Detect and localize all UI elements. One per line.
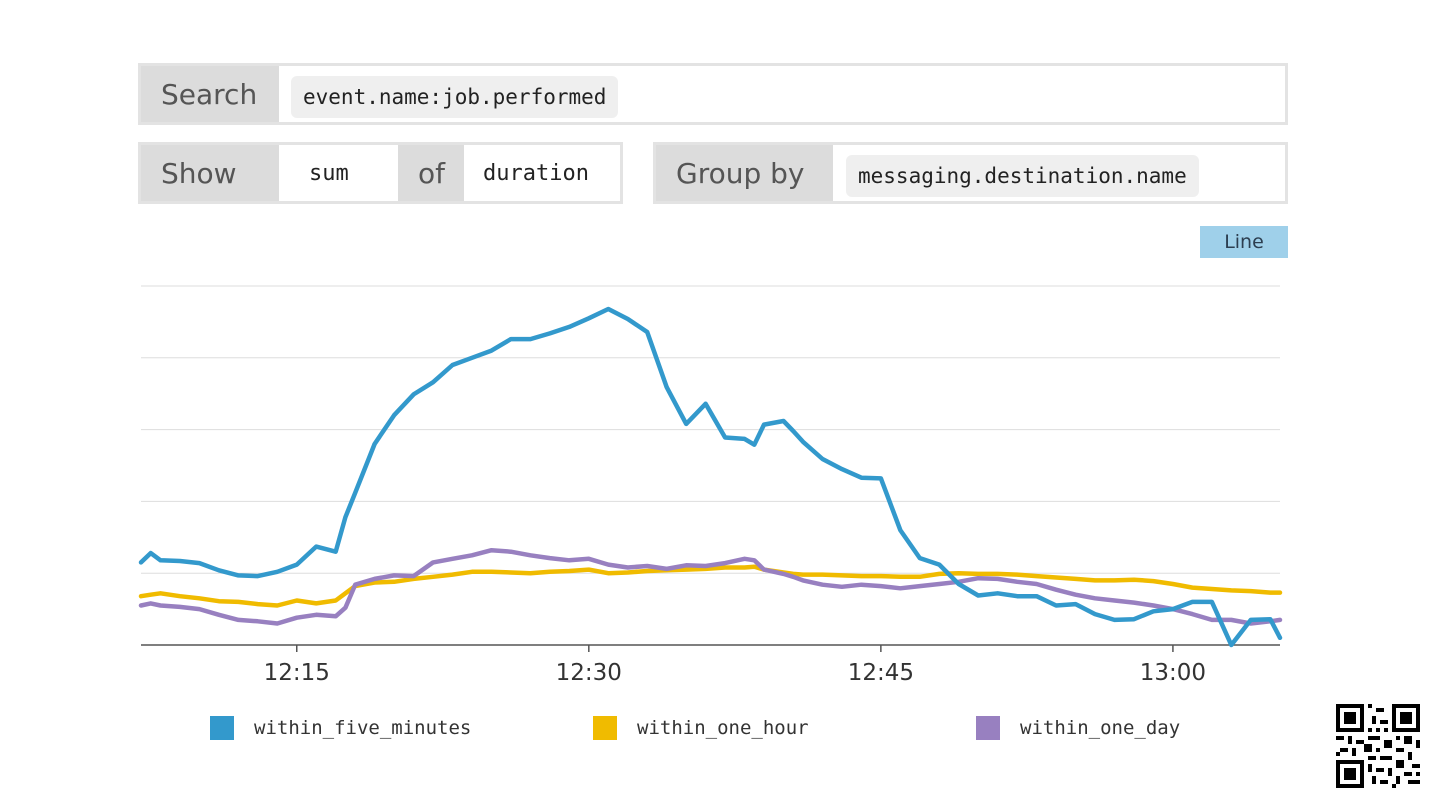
group-by-bar[interactable]: Group by messaging.destination.name: [653, 142, 1288, 204]
x-axis: 12:15 12:30 12:45 13:00: [141, 644, 1280, 686]
x-tick-label: 12:45: [848, 660, 914, 686]
aggregation-select[interactable]: sum: [309, 160, 349, 186]
legend-item-within-one-hour[interactable]: within_one_hour: [593, 716, 809, 740]
of-label: of: [398, 145, 464, 201]
series-lines: [138, 306, 1283, 648]
x-tick-label: 12:30: [556, 660, 622, 686]
x-tick-label: 13:00: [1140, 660, 1206, 686]
legend-item-within-five-minutes[interactable]: within_five_minutes: [210, 716, 471, 740]
qr-code-icon: [1336, 704, 1420, 788]
legend-swatch: [210, 716, 234, 740]
x-tick-label: 12:15: [264, 660, 330, 686]
legend-swatch: [593, 716, 617, 740]
series-line-within-five-minutes[interactable]: [138, 306, 1283, 648]
group-by-chip[interactable]: messaging.destination.name: [846, 155, 1199, 197]
series-line-within-one-hour[interactable]: [138, 564, 1283, 608]
search-bar[interactable]: Search event.name:job.performed: [138, 63, 1288, 125]
show-label: Show: [141, 145, 279, 201]
legend-label: within_five_minutes: [254, 717, 472, 739]
series-line-within-one-day[interactable]: [138, 547, 1283, 626]
gridlines: [141, 285, 1280, 574]
search-label: Search: [141, 66, 279, 122]
legend-item-within-one-day[interactable]: within_one_day: [976, 716, 1180, 740]
field-select[interactable]: duration: [483, 160, 589, 186]
group-by-label: Group by: [656, 145, 833, 201]
legend-swatch: [976, 716, 1000, 740]
legend-label: within_one_day: [1020, 717, 1181, 739]
aggregation-bar: Show sum of duration: [138, 142, 623, 204]
search-query-chip[interactable]: event.name:job.performed: [291, 76, 619, 118]
legend-label: within_one_hour: [637, 717, 809, 739]
chart-type-line-button[interactable]: Line: [1200, 226, 1288, 258]
